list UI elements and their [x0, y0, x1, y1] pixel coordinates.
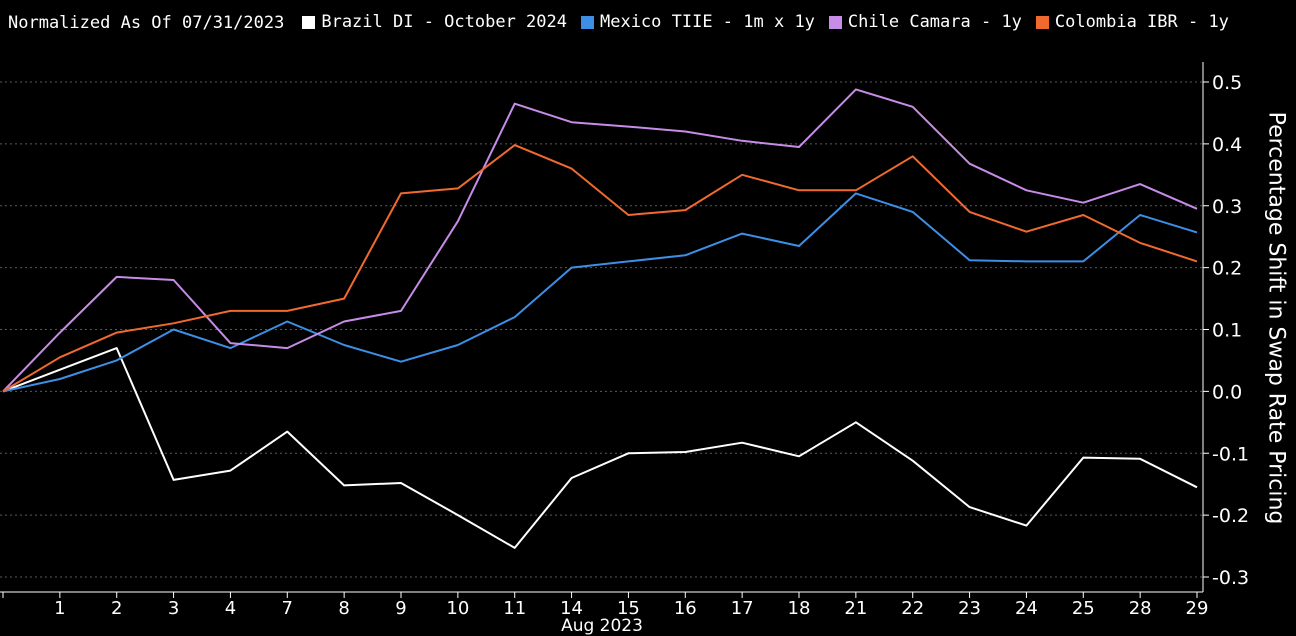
y-tick-label: -0.1 — [1212, 443, 1249, 465]
series-line — [2, 192, 1198, 393]
x-tick-label: 28 — [1129, 598, 1152, 619]
legend-item: Mexico TIIE - 1m x 1y — [580, 12, 815, 32]
y-tick-label: -0.2 — [1212, 505, 1249, 527]
x-tick-label: 9 — [395, 598, 406, 619]
y-tick-label: -0.3 — [1212, 567, 1249, 589]
x-tick-label: 17 — [731, 598, 754, 619]
legend-items: Brazil DI - October 2024 Mexico TIIE - 1m… — [302, 12, 1243, 34]
x-tick-label: 24 — [1015, 598, 1038, 619]
y-tick-label: 0.2 — [1212, 258, 1242, 280]
x-tick-label: 21 — [844, 598, 867, 619]
x-tick-label: 29 — [1186, 598, 1209, 619]
legend-label: Chile Camara - 1y — [847, 12, 1022, 32]
x-tick-label: 1 — [54, 598, 65, 619]
y-tick-label: 0.5 — [1212, 72, 1242, 94]
x-tick-label: 18 — [788, 598, 811, 619]
legend-label: Brazil DI - October 2024 — [321, 12, 567, 32]
y-tick-label: 0.1 — [1212, 320, 1242, 342]
legend-label: Mexico TIIE - 1m x 1y — [599, 12, 815, 32]
legend-label: Colombia IBR - 1y — [1054, 12, 1229, 32]
x-tick-label: 8 — [338, 598, 349, 619]
x-tick-label: 7 — [282, 598, 293, 619]
legend-swatch — [1035, 15, 1049, 29]
x-tick-label: 3 — [168, 598, 179, 619]
x-tick-label: 15 — [617, 598, 640, 619]
series-line — [2, 144, 1198, 393]
y-tick-label: 0.4 — [1212, 134, 1242, 156]
legend: Normalized As Of 07/31/2023 Brazil DI - … — [8, 12, 1243, 34]
x-axis-title: Aug 2023 — [561, 616, 643, 636]
x-tick-label: 25 — [1072, 598, 1095, 619]
legend-swatch — [580, 15, 594, 29]
x-tick-label: 22 — [901, 598, 924, 619]
x-tick-label: 2 — [111, 598, 122, 619]
series-line — [2, 347, 1198, 549]
x-tick-label: 23 — [958, 598, 981, 619]
legend-item: Chile Camara - 1y — [828, 12, 1022, 32]
x-tick-label: 4 — [225, 598, 236, 619]
x-tick-label: 14 — [560, 598, 583, 619]
legend-swatch — [302, 15, 316, 29]
x-tick-label: 11 — [503, 598, 526, 619]
normalization-note: Normalized As Of 07/31/2023 — [8, 12, 285, 33]
series-line — [2, 88, 1198, 393]
x-tick-label: 16 — [674, 598, 697, 619]
legend-item: Colombia IBR - 1y — [1035, 12, 1229, 32]
legend-item: Brazil DI - October 2024 — [302, 12, 567, 32]
y-tick-label: 0.3 — [1212, 196, 1242, 218]
x-tick-label: 10 — [446, 598, 469, 619]
y-tick-label: 0.0 — [1212, 381, 1242, 403]
y-axis-label: Percentage Shift in Swap Rate Pricing — [1263, 111, 1289, 525]
legend-swatch — [828, 15, 842, 29]
